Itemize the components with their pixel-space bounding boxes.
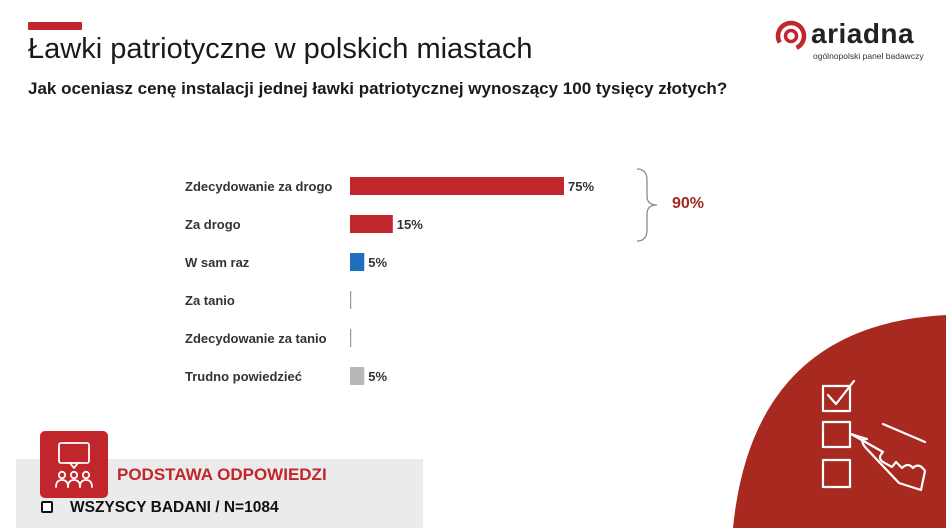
checkbox-icon [41, 501, 53, 513]
question-text: Jak oceniasz cenę instalacji jednej ławk… [28, 79, 728, 98]
value-label: 15% [397, 217, 423, 232]
category-label: Za drogo [185, 217, 241, 232]
value-label: 75% [568, 179, 594, 194]
bar [350, 215, 393, 233]
respondents-icon [55, 442, 93, 488]
base-note: WSZYSCY BADANI / N=1084 [70, 499, 279, 516]
value-label: 5% [368, 369, 387, 384]
category-label: Zdecydowanie za drogo [185, 179, 332, 194]
bar [350, 329, 352, 347]
respondents-icon-box [40, 431, 108, 498]
bar [350, 177, 564, 195]
page-title: Ławki patriotyczne w polskich miastach [28, 33, 533, 65]
title-accent-bar [28, 22, 82, 30]
category-label: Za tanio [185, 293, 235, 308]
category-label: W sam raz [185, 255, 250, 270]
value-label: 5% [368, 255, 387, 270]
bar [350, 291, 352, 309]
ariadna-logo: ariadna ogólnopolski panel badawczy [775, 18, 925, 62]
category-label: Zdecydowanie za tanio [185, 331, 327, 346]
base-title: PODSTAWA ODPOWIEDZI [117, 465, 327, 484]
bar [350, 367, 365, 385]
bar [350, 253, 365, 271]
category-label: Trudno powiedzieć [185, 369, 302, 384]
group-total-label: 90% [672, 195, 705, 212]
group-brace [636, 168, 658, 242]
logo-tagline: ogólnopolski panel badawczy [813, 51, 924, 61]
logo-wordmark: ariadna [811, 18, 915, 49]
ariadna-logo-icon [775, 20, 807, 52]
decorative-survey-graphic [733, 315, 946, 528]
